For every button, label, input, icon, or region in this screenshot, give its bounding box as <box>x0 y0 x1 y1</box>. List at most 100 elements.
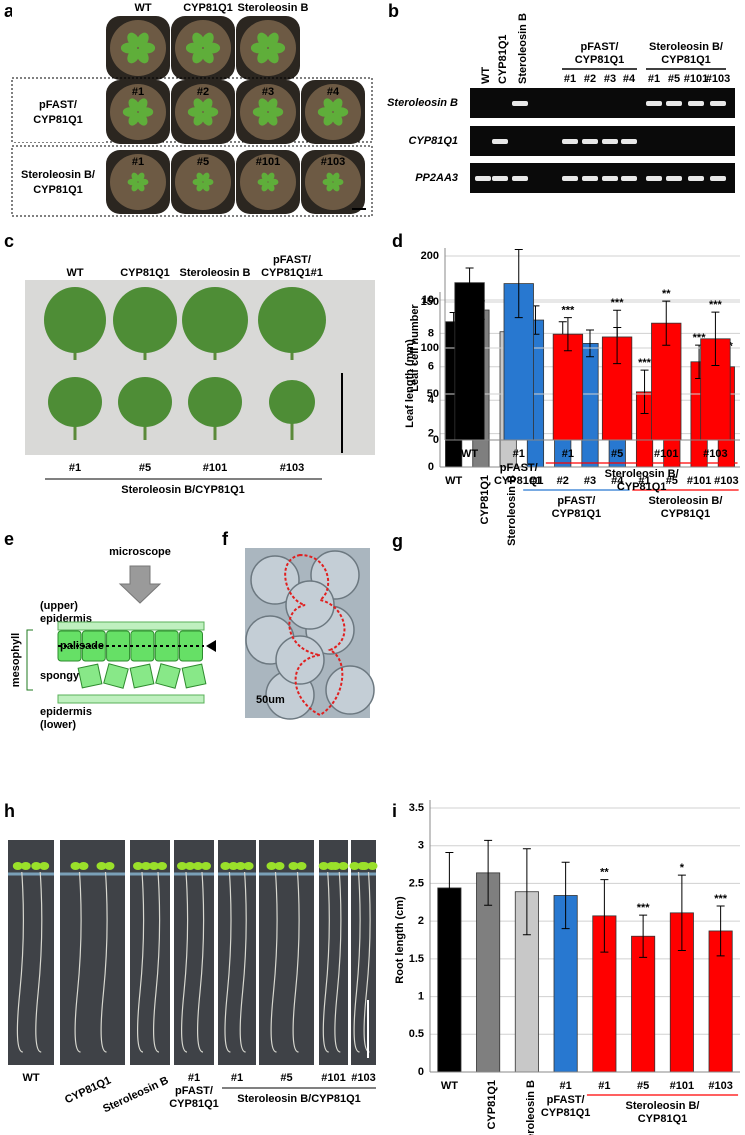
band <box>492 176 508 181</box>
leaf-label: #101 <box>203 462 227 474</box>
gene-label: CYP81Q1 <box>408 135 458 147</box>
group-label: Steroleosin B/ <box>605 468 679 480</box>
line-label: #3 <box>262 86 274 98</box>
x-tick-label: WT <box>461 448 478 460</box>
x-tick-label: #1 <box>513 448 525 460</box>
leaf-label: CYP81Q1 <box>120 267 170 279</box>
spongy-cell <box>104 664 128 688</box>
layer-label: palisade <box>60 640 104 652</box>
layer-label: (lower) <box>40 719 76 731</box>
cotyledon <box>157 862 167 870</box>
band <box>492 139 508 144</box>
group-label: Steroleosin B/ <box>626 1100 700 1112</box>
lane-label: CYP81Q1 <box>497 34 509 84</box>
soil <box>175 20 231 76</box>
y-tick-label: 150 <box>421 296 439 308</box>
band <box>666 101 682 106</box>
lane-label: #2 <box>584 73 596 85</box>
band <box>475 176 491 181</box>
label-bg <box>13 82 105 142</box>
y-axis-label: Root length (cm) <box>394 896 406 984</box>
y-tick-label: 0 <box>418 1066 424 1078</box>
leaf-label: WT <box>66 267 83 279</box>
lane-label: Steroleosin B <box>517 13 529 84</box>
band <box>688 176 704 181</box>
leaf-label: pFAST/ <box>273 254 311 266</box>
band <box>562 139 578 144</box>
group-label: Steroleosin B/CYP81Q1 <box>237 1093 361 1105</box>
leaf-label: Steroleosin B <box>180 267 251 279</box>
y-tick-label: 1 <box>418 990 424 1002</box>
seedling-label: #1 <box>231 1072 243 1084</box>
y-tick-label: 0 <box>428 461 434 473</box>
band <box>512 176 528 181</box>
x-tick-label: CYP81Q1 <box>486 1080 498 1130</box>
leaf <box>258 287 326 353</box>
group-label: pFAST/ <box>557 495 595 507</box>
band <box>646 176 662 181</box>
row-label: CYP81Q1 <box>33 184 83 196</box>
group-label: Steroleosin B/ <box>648 495 722 507</box>
leaf-label: #5 <box>139 462 151 474</box>
group-label: CYP81Q1 <box>541 1107 591 1119</box>
spongy-cell <box>182 664 206 688</box>
spongy-cell <box>78 664 102 688</box>
scale-label: 50um <box>256 694 285 706</box>
cell <box>276 636 324 684</box>
group-label: CYP81Q1 <box>638 1113 688 1125</box>
significance: *** <box>637 902 651 914</box>
x-tick-label: #1 <box>560 1080 572 1092</box>
group-label: CYP81Q1 <box>575 54 625 66</box>
spongy-cell <box>156 664 180 688</box>
leaf <box>118 377 172 427</box>
band <box>602 139 618 144</box>
x-tick-label: WT <box>445 475 462 487</box>
cotyledon <box>39 862 49 870</box>
group-label: CYP81Q1 <box>494 475 544 487</box>
band <box>582 139 598 144</box>
band <box>602 176 618 181</box>
cotyledon <box>21 862 31 870</box>
line-label: #2 <box>197 86 209 98</box>
x-tick-label: #101 <box>654 448 678 460</box>
seedling-label: pFAST/ <box>175 1085 213 1097</box>
group-label: CYP81Q1 <box>617 481 667 493</box>
x-tick-label: #101 <box>687 475 711 487</box>
cell <box>326 666 374 714</box>
seedling-label: #1 <box>188 1072 200 1084</box>
line-label: #1 <box>132 86 144 98</box>
microscope-label: microscope <box>109 546 171 558</box>
band <box>512 101 528 106</box>
lane-label: #101 <box>684 73 708 85</box>
y-tick-label: 3 <box>418 840 424 852</box>
band <box>621 139 637 144</box>
group-label: CYP81Q1 <box>661 54 711 66</box>
cotyledon <box>105 862 115 870</box>
band <box>562 176 578 181</box>
column-label: WT <box>134 2 151 14</box>
panel-letter: e <box>4 529 14 549</box>
seedling-label: CYP81Q1 <box>169 1098 219 1110</box>
band <box>710 101 726 106</box>
leaf-label: #1 <box>69 462 81 474</box>
significance: ** <box>662 288 671 300</box>
group-label: pFAST/ <box>581 41 619 53</box>
panel-letter: i <box>392 801 397 821</box>
y-tick-label: 8 <box>428 327 434 339</box>
lane-label: #1 <box>564 73 576 85</box>
y-tick-label: 2.5 <box>409 877 424 889</box>
cotyledon <box>338 862 348 870</box>
x-tick-label: #5 <box>611 448 623 460</box>
y-tick-label: 3.5 <box>409 802 424 814</box>
arrow <box>120 566 160 603</box>
panel-letter: b <box>388 1 399 21</box>
leaf-label: CYP81Q1#1 <box>261 267 323 279</box>
layer-label: spongy <box>40 670 80 682</box>
group-label: CYP81Q1 <box>661 508 711 520</box>
x-tick-label: #1 <box>562 448 574 460</box>
cotyledon <box>244 862 254 870</box>
significance: *** <box>638 357 652 369</box>
line-label: #101 <box>256 156 280 168</box>
y-tick-label: 200 <box>421 250 439 262</box>
